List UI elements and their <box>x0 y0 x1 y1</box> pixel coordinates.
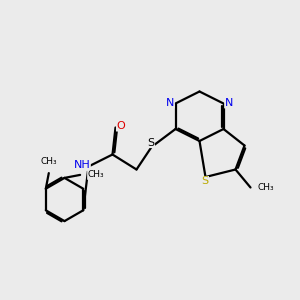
Text: NH: NH <box>74 160 90 170</box>
Text: S: S <box>147 137 155 148</box>
Text: O: O <box>116 121 125 131</box>
Text: S: S <box>201 176 208 187</box>
Text: CH₃: CH₃ <box>258 183 274 192</box>
Text: N: N <box>225 98 233 108</box>
Text: N: N <box>166 98 174 108</box>
Text: CH₃: CH₃ <box>40 158 57 166</box>
Text: CH₃: CH₃ <box>88 170 104 179</box>
